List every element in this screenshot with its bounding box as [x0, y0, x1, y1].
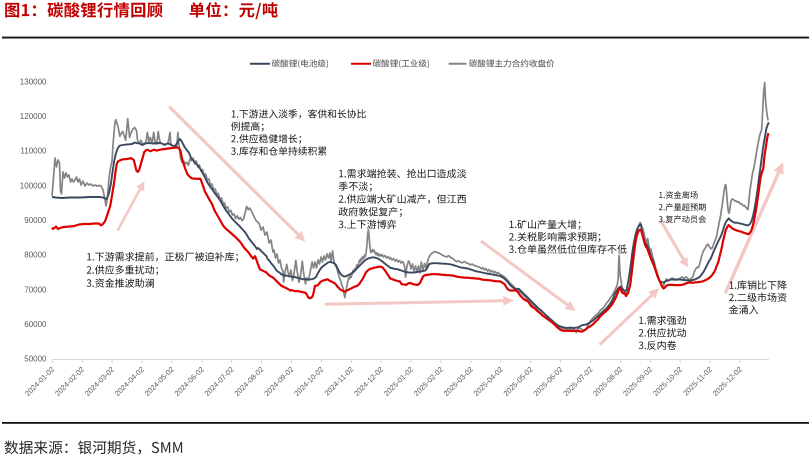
- svg-text:2024-06-02: 2024-06-02: [173, 365, 206, 398]
- svg-text:2025-04-02: 2025-04-02: [472, 365, 505, 398]
- svg-text:2025-01-02: 2025-01-02: [382, 365, 415, 398]
- svg-text:2024-12-02: 2024-12-02: [352, 365, 385, 398]
- svg-text:2025-03-02: 2025-03-02: [442, 365, 475, 398]
- svg-text:2025-06-02: 2025-06-02: [531, 365, 564, 398]
- svg-text:2024-11-02: 2024-11-02: [322, 365, 355, 398]
- svg-text:100000: 100000: [20, 181, 47, 190]
- svg-text:60000: 60000: [24, 320, 47, 329]
- svg-text:110000: 110000: [20, 147, 47, 156]
- svg-text:130000: 130000: [20, 77, 47, 86]
- svg-text:120000: 120000: [20, 112, 47, 121]
- svg-text:50000: 50000: [24, 355, 47, 364]
- svg-text:2024-08-02: 2024-08-02: [232, 365, 265, 398]
- svg-text:2025-02-02: 2025-02-02: [412, 365, 445, 398]
- svg-text:80000: 80000: [24, 251, 47, 260]
- svg-text:2024-07-02: 2024-07-02: [203, 365, 236, 398]
- svg-text:2025-09-02: 2025-09-02: [621, 365, 654, 398]
- svg-text:2025-07-02: 2025-07-02: [561, 365, 594, 398]
- svg-text:2025-12-02: 2025-12-02: [711, 365, 744, 398]
- svg-text:2024-01-02: 2024-01-02: [23, 365, 56, 398]
- svg-text:2024-03-02: 2024-03-02: [83, 365, 116, 398]
- svg-text:2025-10-02: 2025-10-02: [651, 365, 684, 398]
- svg-text:90000: 90000: [24, 216, 47, 225]
- svg-text:2024-02-02: 2024-02-02: [53, 365, 86, 398]
- svg-text:2024-05-02: 2024-05-02: [143, 365, 176, 398]
- svg-text:2025-08-02: 2025-08-02: [591, 365, 624, 398]
- svg-text:2025-11-02: 2025-11-02: [681, 365, 714, 398]
- svg-text:2024-09-02: 2024-09-02: [262, 365, 295, 398]
- svg-text:2024-04-02: 2024-04-02: [113, 365, 146, 398]
- svg-text:2025-05-02: 2025-05-02: [502, 365, 535, 398]
- svg-text:70000: 70000: [24, 285, 47, 294]
- svg-text:2024-10-02: 2024-10-02: [292, 365, 325, 398]
